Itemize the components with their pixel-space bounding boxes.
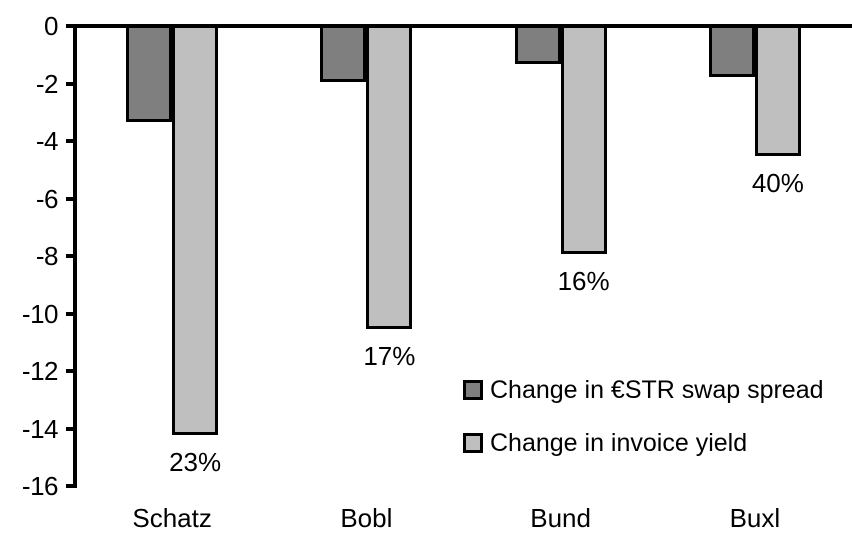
y-tick-label: -16	[21, 471, 59, 501]
bar-buxl-swap-spread	[708, 24, 755, 77]
bar-buxl-invoice-yield	[754, 24, 801, 156]
x-category-label: Bund	[530, 503, 591, 533]
y-tick	[66, 426, 75, 431]
y-tick-label: -12	[21, 356, 59, 386]
bar-bobl-swap-spread	[320, 24, 367, 82]
legend-swatch-swap-spread-icon	[463, 380, 483, 400]
y-tick	[66, 254, 75, 258]
bar-bund-swap-spread	[514, 24, 561, 64]
y-tick	[66, 484, 75, 488]
bar-bund-invoice-yield	[560, 24, 607, 254]
y-tick-label: -14	[21, 413, 59, 444]
bar-value-label: 23%	[169, 447, 222, 477]
y-tick-label: 0	[44, 11, 58, 41]
bar-value-label: 40%	[751, 168, 804, 198]
legend-item-swap-spread: Change in €STR swap spread	[463, 376, 824, 404]
y-tick	[66, 369, 75, 373]
y-tick	[66, 311, 75, 316]
bar-schatz-swap-spread	[126, 24, 173, 122]
y-tick	[66, 81, 75, 86]
y-tick-label: -4	[35, 126, 59, 156]
legend-label-invoice-yield: Change in invoice yield	[490, 429, 748, 457]
y-tick	[66, 196, 75, 201]
bar-value-label: 17%	[363, 341, 416, 371]
y-tick-label: -10	[21, 298, 59, 329]
bar-schatz-invoice-yield	[172, 24, 219, 435]
y-axis-line	[73, 24, 77, 488]
x-axis-zero-line	[66, 24, 852, 28]
bar-bobl-invoice-yield	[366, 24, 413, 329]
x-category-label: Buxl	[729, 503, 781, 533]
y-tick	[66, 139, 75, 143]
bar-value-label: 16%	[557, 266, 610, 296]
x-category-label: Bobl	[340, 503, 393, 533]
legend-label-swap-spread: Change in €STR swap spread	[490, 376, 824, 404]
y-tick-label: -2	[35, 68, 59, 99]
legend-swatch-invoice-yield-icon	[463, 433, 483, 453]
y-tick-label: -6	[35, 183, 59, 214]
x-category-label: Schatz	[132, 503, 212, 533]
y-tick-label: -8	[35, 241, 59, 271]
legend-item-invoice-yield: Change in invoice yield	[463, 429, 748, 457]
